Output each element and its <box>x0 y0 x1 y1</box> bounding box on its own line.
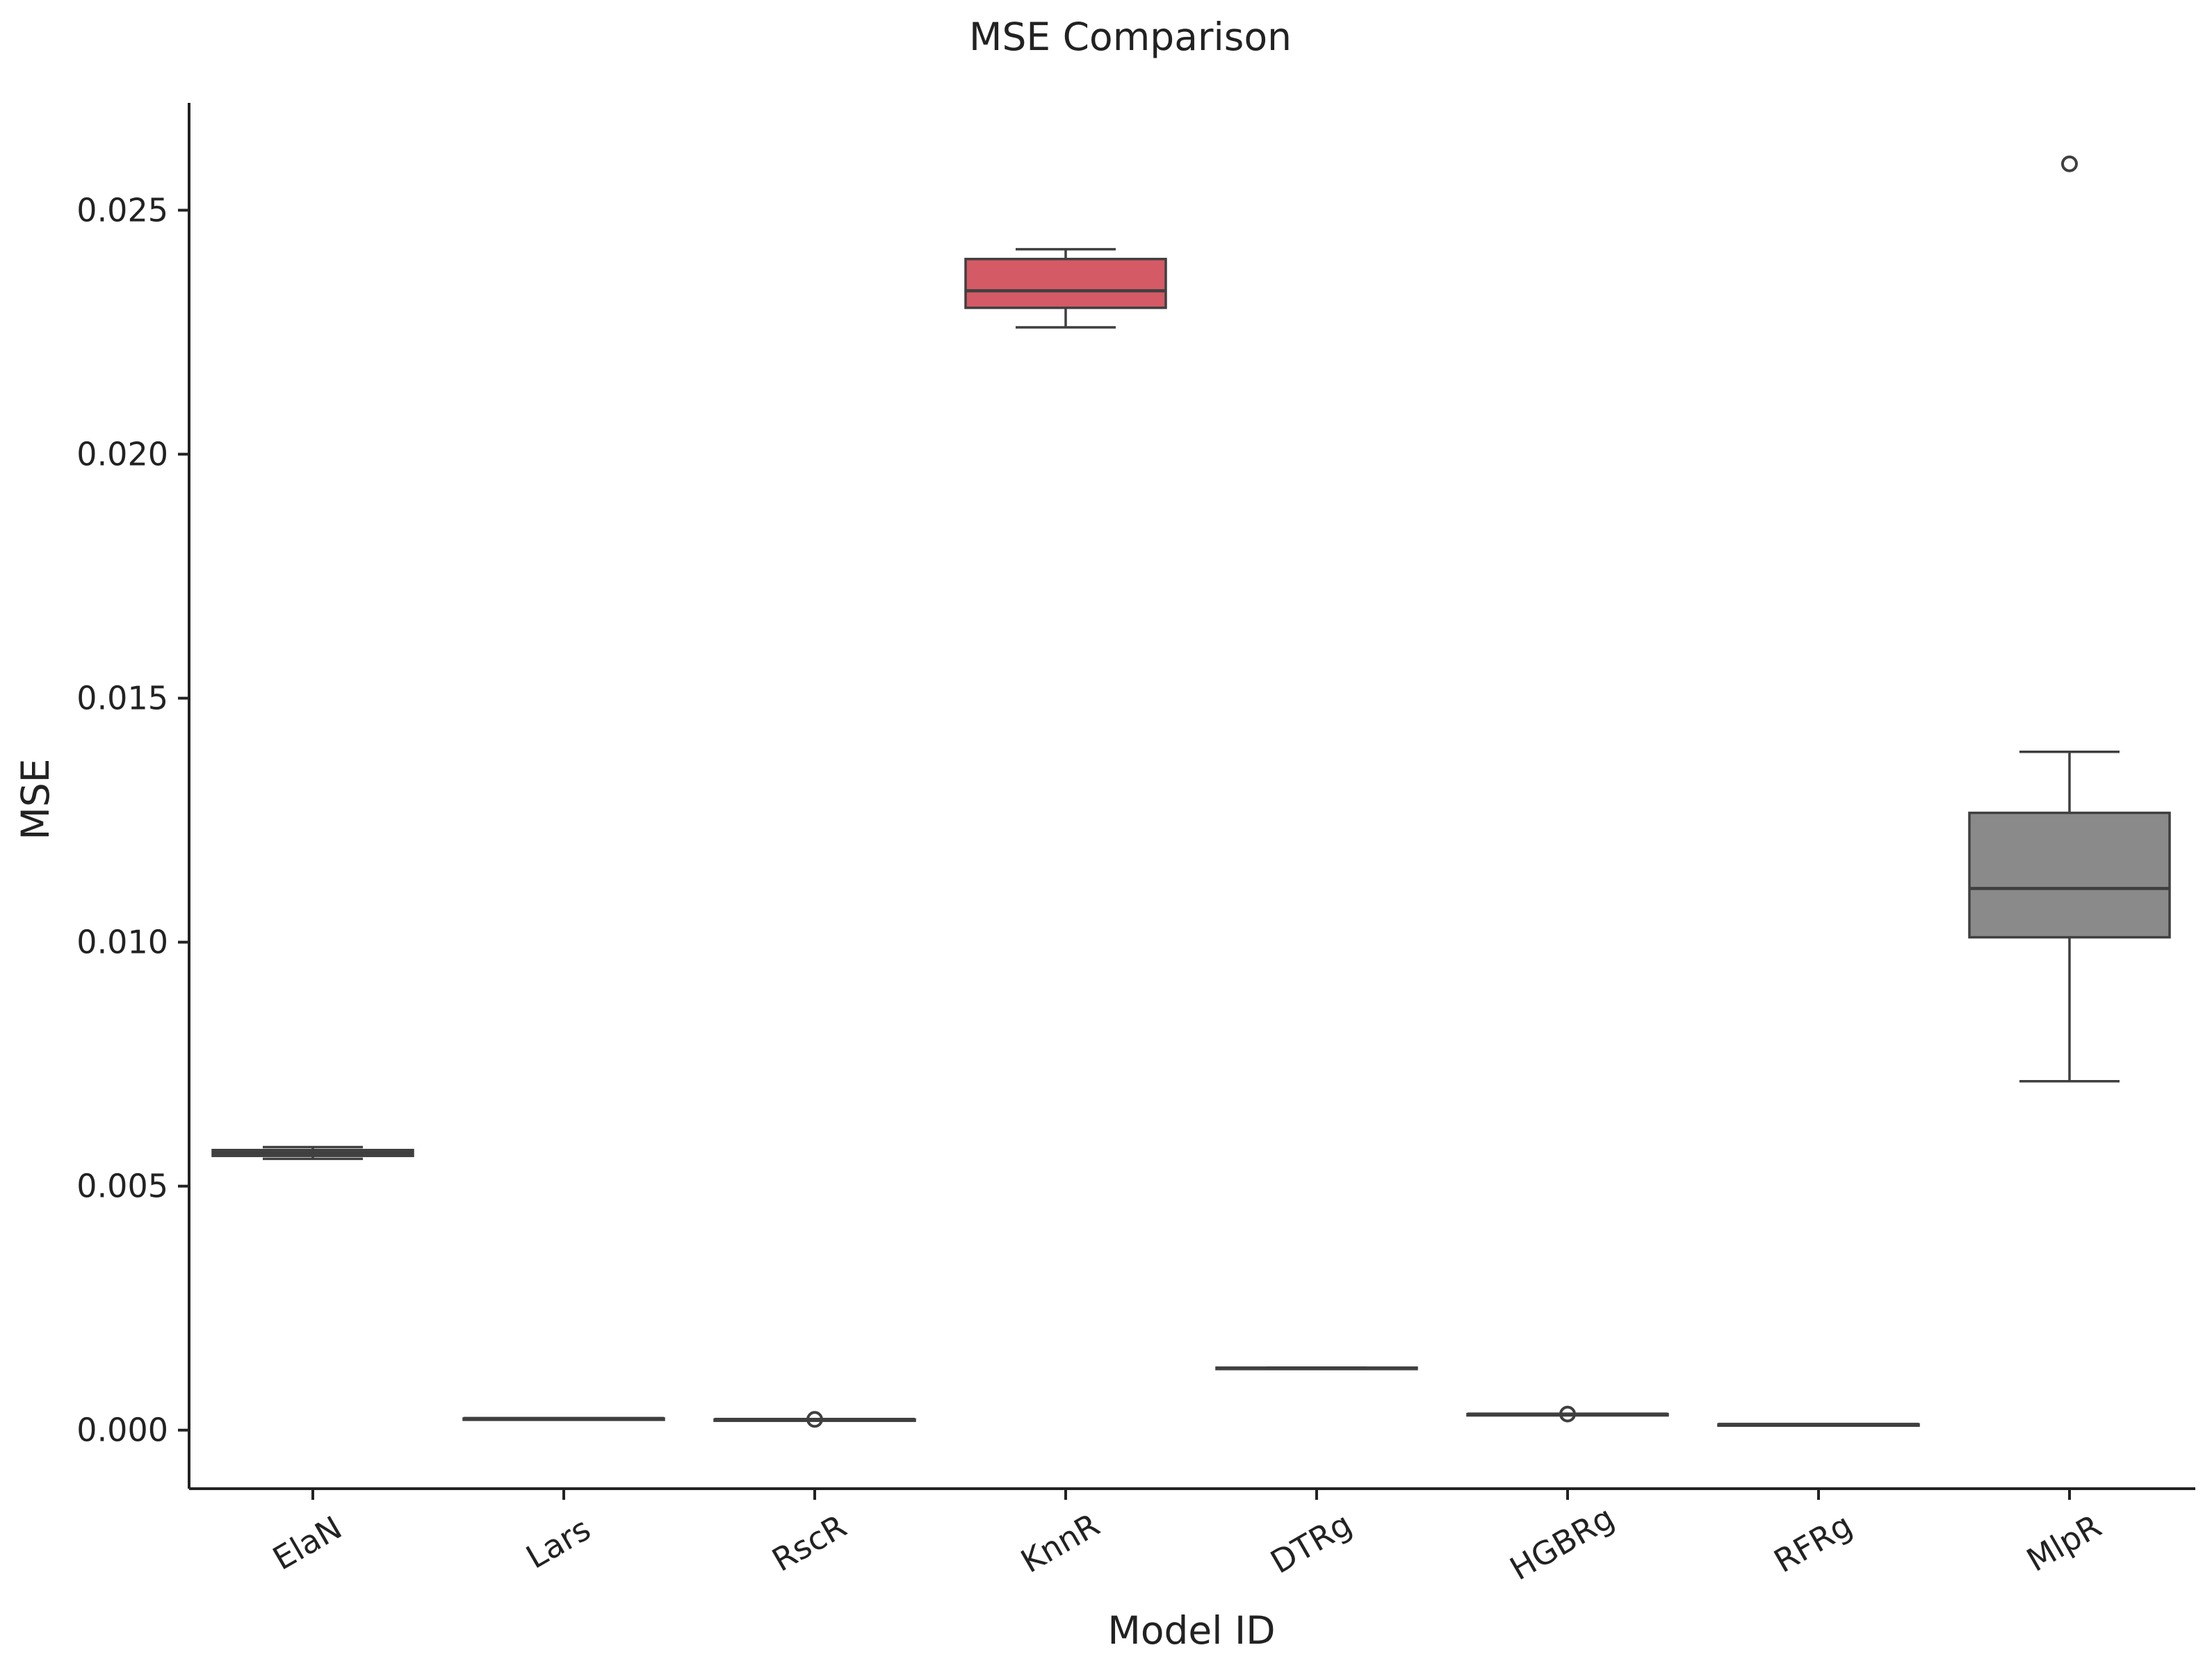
box-body <box>1968 811 2171 939</box>
box-lars <box>462 1416 665 1421</box>
box-body <box>964 257 1167 309</box>
x-tick-label: RFRg <box>1768 1506 1859 1580</box>
x-tick-label: ElaN <box>266 1509 348 1578</box>
outlier-point <box>1559 1405 1576 1423</box>
outlier-point <box>806 1411 823 1428</box>
x-tick-label: KnnR <box>1014 1506 1105 1580</box>
box-rscr <box>713 1411 916 1428</box>
y-tick-label: 0.020 <box>76 436 168 473</box>
y-tick-label: 0.005 <box>76 1168 168 1205</box>
box-plot-area <box>211 155 2171 1428</box>
y-axis: 0.000 0.005 0.010 0.015 0.020 0.025 <box>76 103 190 1489</box>
box-rfrg <box>1717 1423 1920 1428</box>
y-tick-label: 0.010 <box>76 924 168 961</box>
box-mlpr <box>1968 155 2171 1083</box>
outlier-point <box>2061 155 2078 172</box>
x-tick-label: MlpR <box>2020 1507 2107 1579</box>
x-tick-label: HGBRg <box>1504 1498 1620 1587</box>
x-axis: ElaN Lars RscR KnnR DTRg HGBRg RFRg MlpR <box>189 1487 2195 1587</box>
box-elan <box>211 1145 414 1161</box>
y-tick-label: 0.015 <box>76 680 168 717</box>
box-hgbrg <box>1466 1405 1669 1423</box>
y-tick-label: 0.025 <box>76 191 168 229</box>
box-dtrg <box>1215 1366 1418 1371</box>
box-knnr <box>964 247 1167 329</box>
y-axis-label: MSE <box>13 758 58 840</box>
x-tick-label: RscR <box>765 1507 852 1578</box>
x-axis-label: Model ID <box>1107 1608 1275 1653</box>
y-tick-label: 0.000 <box>76 1412 168 1449</box>
chart-title: MSE Comparison <box>969 15 1292 59</box>
x-tick-label: DTRg <box>1264 1505 1358 1581</box>
x-tick-label: Lars <box>520 1510 597 1576</box>
